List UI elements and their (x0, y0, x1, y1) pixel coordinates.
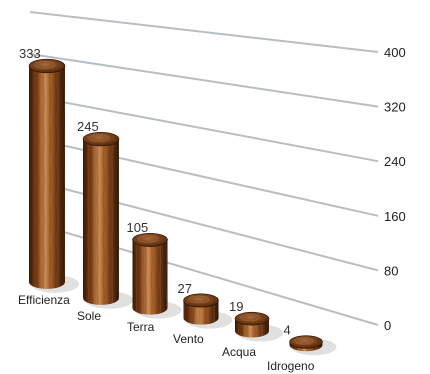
category-label: Idrogeno (267, 359, 315, 373)
bar-idrogeno (289, 335, 337, 356)
data-label: 4 (284, 323, 291, 338)
data-label: 27 (178, 281, 192, 296)
bar-sole (82, 131, 133, 309)
bar-terra (132, 232, 182, 319)
y-tick-label: 0 (384, 318, 391, 333)
category-label: Acqua (222, 345, 256, 359)
gridline (29, 179, 379, 272)
y-tick-label: 400 (384, 45, 406, 60)
data-label: 245 (77, 119, 99, 134)
gridlines (29, 11, 379, 326)
bar-acqua (234, 311, 283, 342)
y-tick-label: 320 (384, 100, 406, 115)
y-tick-label: 80 (384, 263, 398, 278)
y-tick-label: 240 (384, 154, 406, 169)
category-label: Terra (127, 320, 155, 334)
data-label: 333 (19, 46, 41, 61)
data-label: 105 (127, 220, 149, 235)
category-label: Vento (173, 332, 204, 346)
category-labels: 333 245 105 27 19 4 Efficienza Sole Terra Vento Ac… (18, 46, 315, 373)
category-label: Sole (77, 309, 101, 323)
bars (28, 58, 337, 356)
data-label: 19 (229, 299, 243, 314)
gridline (29, 11, 379, 53)
bar-vento (183, 293, 233, 329)
bar-efficienza (28, 58, 79, 293)
category-label: Efficienza (18, 293, 70, 307)
gridline (29, 53, 379, 108)
gridline (29, 95, 379, 163)
y-tick-label: 160 (384, 209, 406, 224)
gridline (29, 137, 379, 217)
y-axis-ticks: 0 80 160 240 320 400 (384, 45, 406, 333)
